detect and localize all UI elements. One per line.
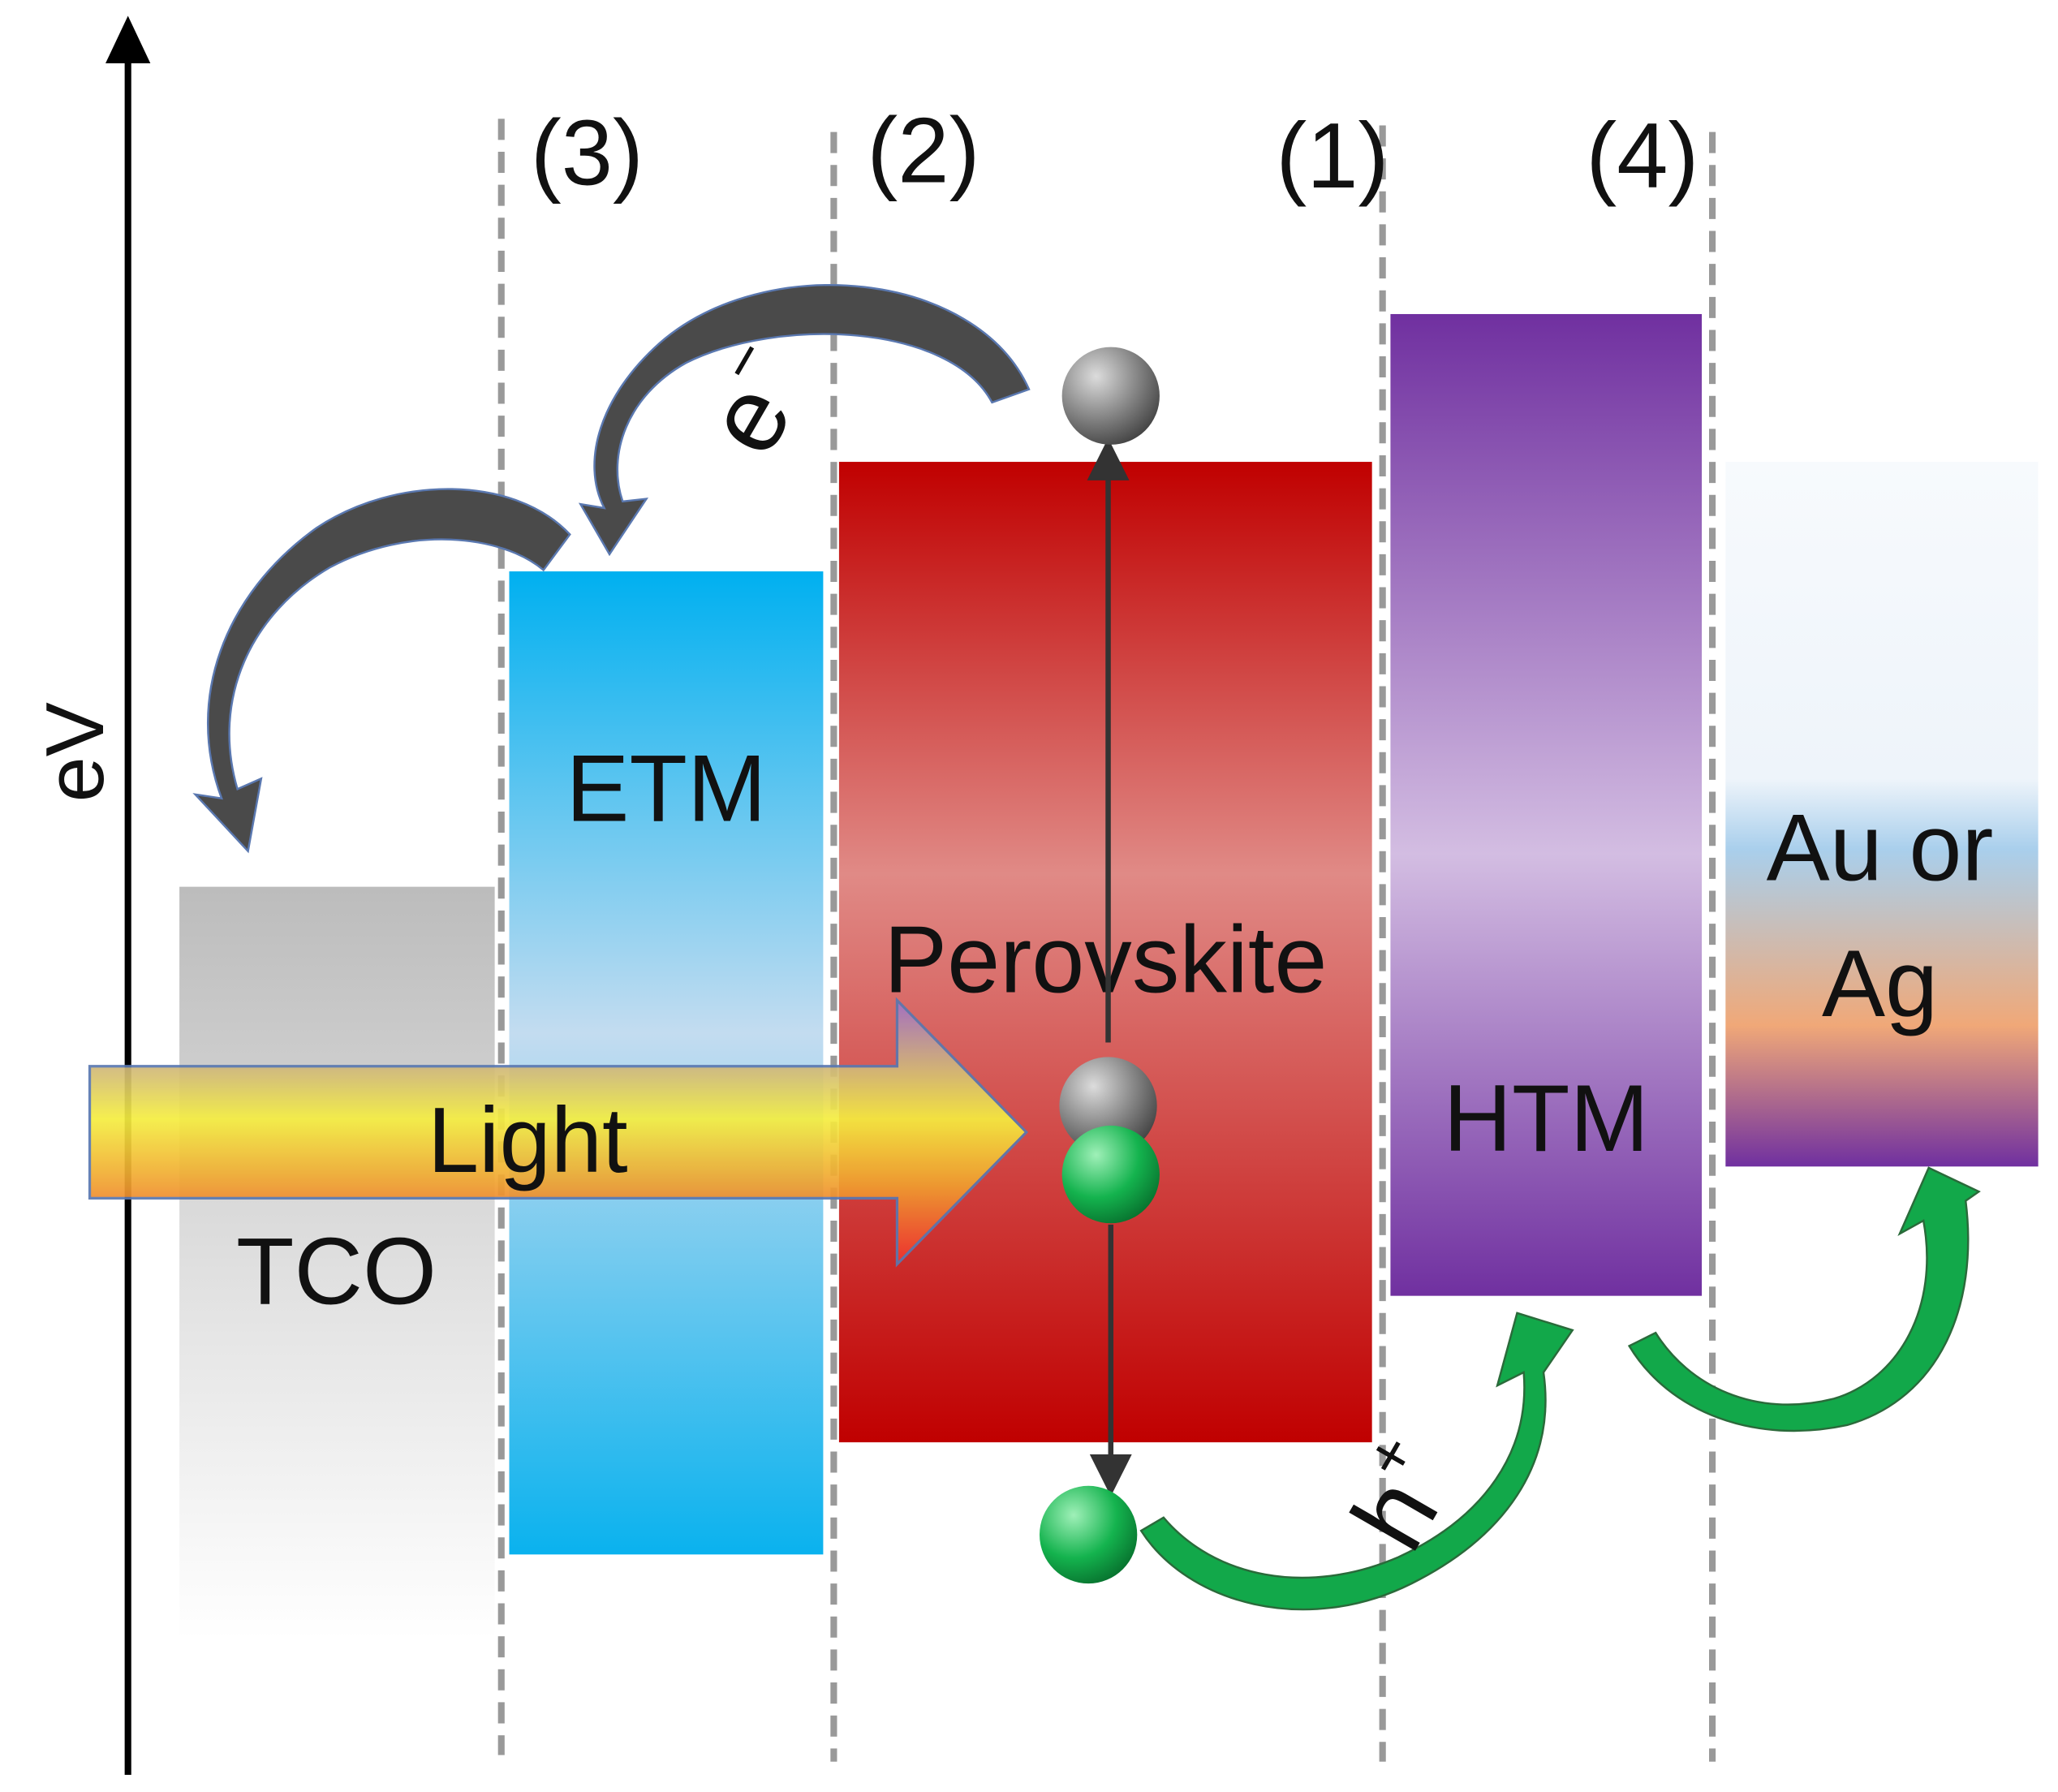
perovskite-label: Perovskite: [884, 907, 1327, 1013]
hole-particle: [1061, 1125, 1160, 1224]
electron-particle: [1059, 1057, 1157, 1155]
interface-label-1: (1): [1276, 105, 1389, 208]
perovskite-layer: [838, 462, 1372, 1443]
electrode-label-line1: Au or: [1767, 794, 1994, 900]
electron-transfer-arrow-icon: [578, 284, 1031, 557]
htm-label: HTM: [1443, 1065, 1649, 1171]
interface-label-2: (2): [867, 99, 979, 202]
interface-label-3: (3): [531, 102, 644, 205]
etm-layer: [509, 571, 824, 1555]
hole-transfer-arrow-icon: [1139, 1312, 1574, 1611]
interface-label-4: (4): [1586, 105, 1698, 208]
etm-label: ETM: [566, 734, 766, 841]
tco-layer: [179, 886, 495, 1639]
interface-lines: [497, 118, 1716, 1762]
electrode-label-line2: Ag: [1822, 930, 1938, 1036]
htm-layer: [1390, 313, 1703, 1296]
hole-particle-relaxed: [1040, 1485, 1138, 1584]
light-arrow-icon: [88, 997, 1029, 1268]
hole-extraction-arrow-icon: [1627, 1166, 1981, 1432]
electron-injection-arrow-icon: [192, 488, 571, 854]
electron-particle-excited: [1061, 347, 1160, 445]
axis-arrowhead-icon: [105, 15, 151, 64]
tco-label: TCO: [236, 1217, 437, 1324]
axis-label: eV: [30, 702, 121, 802]
electrode-layer: [1725, 462, 2039, 1167]
light-label: Light: [428, 1089, 628, 1192]
